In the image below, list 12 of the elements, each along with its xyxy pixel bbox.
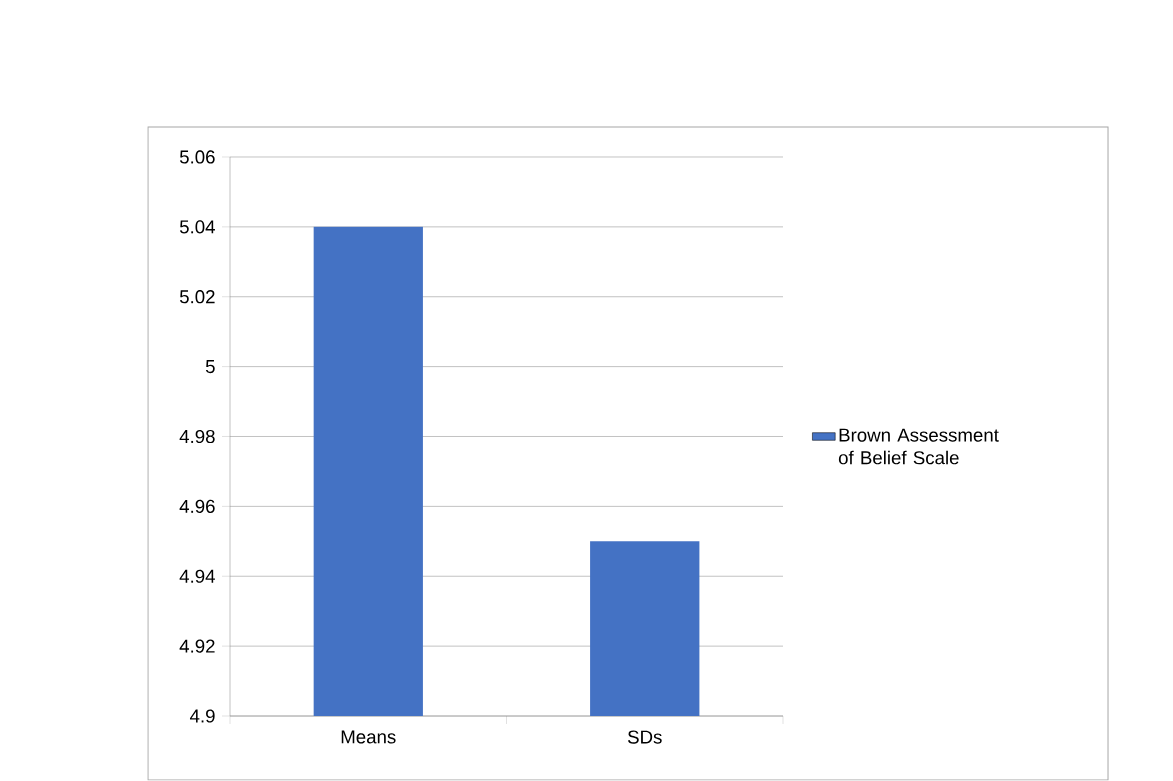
y-tick-label: 4.98: [179, 430, 215, 444]
x-tick-label: Means: [341, 730, 396, 744]
y-tick-label: 5: [205, 360, 215, 374]
y-tick-label: 4.96: [179, 500, 215, 514]
y-tick-label: 4.92: [179, 639, 215, 653]
legend-label: Brown Assessment of Belief Scale: [838, 428, 999, 465]
x-tick-label: SDs: [627, 730, 662, 744]
y-tick-label: 5.04: [179, 220, 215, 234]
y-tick-label: 5.02: [179, 290, 215, 304]
y-tick-label: 5.06: [179, 150, 215, 164]
y-tick-label: 4.94: [179, 569, 215, 584]
y-tick-label: 4.9: [189, 709, 215, 723]
